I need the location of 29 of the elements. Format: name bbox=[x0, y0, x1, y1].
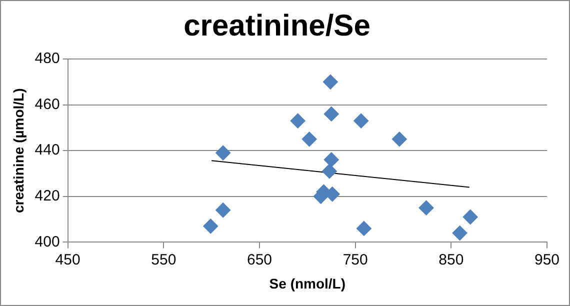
y-tick-label: 440 bbox=[34, 142, 60, 159]
x-tick-label: 550 bbox=[151, 251, 176, 268]
x-axis-title: Se (nmol/L) bbox=[269, 275, 346, 292]
point bbox=[302, 132, 317, 147]
x-tick-label: 450 bbox=[55, 251, 80, 268]
point bbox=[392, 132, 407, 147]
x-tick-label: 850 bbox=[438, 251, 464, 268]
point bbox=[216, 145, 231, 160]
point bbox=[354, 113, 369, 128]
point bbox=[324, 152, 339, 168]
point bbox=[324, 106, 339, 122]
point bbox=[322, 164, 337, 179]
y-tick-label: 460 bbox=[34, 96, 60, 113]
y-tick-label: 480 bbox=[34, 50, 60, 68]
point bbox=[452, 226, 468, 241]
point bbox=[203, 218, 218, 234]
x-tick-label: 650 bbox=[246, 251, 272, 268]
point bbox=[356, 220, 372, 236]
point bbox=[462, 210, 478, 225]
y-tick-label: 400 bbox=[34, 233, 60, 250]
x-tick-label: 950 bbox=[534, 251, 560, 268]
point bbox=[290, 113, 306, 128]
y-tick-label: 420 bbox=[34, 188, 60, 205]
chart-title: creatinine/Se bbox=[184, 9, 370, 42]
point bbox=[418, 200, 434, 216]
point bbox=[322, 74, 338, 90]
y-axis-title: creatinine (µmol/L) bbox=[10, 88, 26, 213]
point bbox=[216, 202, 231, 218]
x-tick-label: 750 bbox=[342, 251, 368, 268]
